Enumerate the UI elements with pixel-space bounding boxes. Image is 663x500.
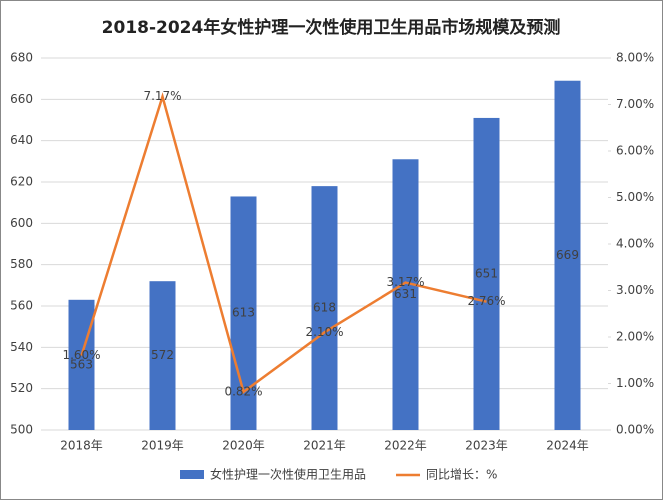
x-tick-label: 2020年 bbox=[222, 439, 265, 453]
bar bbox=[149, 281, 176, 430]
bar bbox=[68, 299, 95, 430]
line-label: 7.17% bbox=[143, 89, 181, 103]
line-label: 0.82% bbox=[224, 384, 262, 398]
bar-label: 669 bbox=[556, 248, 579, 262]
line-label: 2.10% bbox=[305, 325, 343, 339]
y-tick-label: 520 bbox=[10, 381, 33, 395]
y2-tick-label: 2.00% bbox=[616, 330, 654, 344]
y-tick-label: 680 bbox=[10, 51, 33, 65]
y2-tick-label: 1.00% bbox=[616, 376, 654, 390]
y-tick-label: 560 bbox=[10, 299, 33, 313]
legend-label: 女性护理一次性使用卫生用品 bbox=[210, 467, 366, 482]
y2-tick-label: 5.00% bbox=[616, 190, 654, 204]
line-label: 2.76% bbox=[467, 294, 505, 308]
bar-label: 618 bbox=[313, 301, 336, 315]
bar-label: 563 bbox=[70, 357, 93, 371]
bar-label: 572 bbox=[151, 348, 174, 362]
x-tick-label: 2023年 bbox=[465, 439, 508, 453]
line-label: 3.17% bbox=[386, 275, 424, 289]
bar bbox=[554, 80, 581, 430]
y-tick-label: 660 bbox=[10, 92, 33, 106]
bar bbox=[392, 159, 419, 430]
chart-title: 2018-2024年女性护理一次性使用卫生用品市场规模及预测 bbox=[102, 17, 561, 38]
x-tick-label: 2021年 bbox=[303, 439, 346, 453]
bar-label: 631 bbox=[394, 287, 417, 301]
y-tick-label: 500 bbox=[10, 423, 33, 437]
x-tick-label: 2024年 bbox=[546, 439, 589, 453]
legend-label: 同比增长：% bbox=[426, 468, 497, 482]
y2-tick-label: 6.00% bbox=[616, 144, 654, 158]
x-tick-label: 2019年 bbox=[141, 439, 184, 453]
y-tick-label: 620 bbox=[10, 175, 33, 189]
y2-tick-label: 4.00% bbox=[616, 237, 654, 251]
y-tick-label: 600 bbox=[10, 216, 33, 230]
y2-tick-label: 7.00% bbox=[616, 97, 654, 111]
bar-label: 651 bbox=[475, 266, 498, 280]
y-tick-label: 640 bbox=[10, 133, 33, 147]
legend-swatch bbox=[180, 470, 204, 479]
y2-tick-label: 8.00% bbox=[616, 51, 654, 65]
bar bbox=[473, 117, 500, 430]
y2-tick-label: 0.00% bbox=[616, 423, 654, 437]
y-tick-label: 540 bbox=[10, 340, 33, 354]
line-label: 1.60% bbox=[62, 348, 100, 362]
y2-tick-label: 3.00% bbox=[616, 283, 654, 297]
x-tick-label: 2018年 bbox=[60, 439, 103, 453]
bar bbox=[311, 186, 338, 430]
x-tick-label: 2022年 bbox=[384, 439, 427, 453]
y-tick-label: 580 bbox=[10, 257, 33, 271]
line bbox=[80, 92, 487, 394]
bar-label: 613 bbox=[232, 306, 255, 320]
